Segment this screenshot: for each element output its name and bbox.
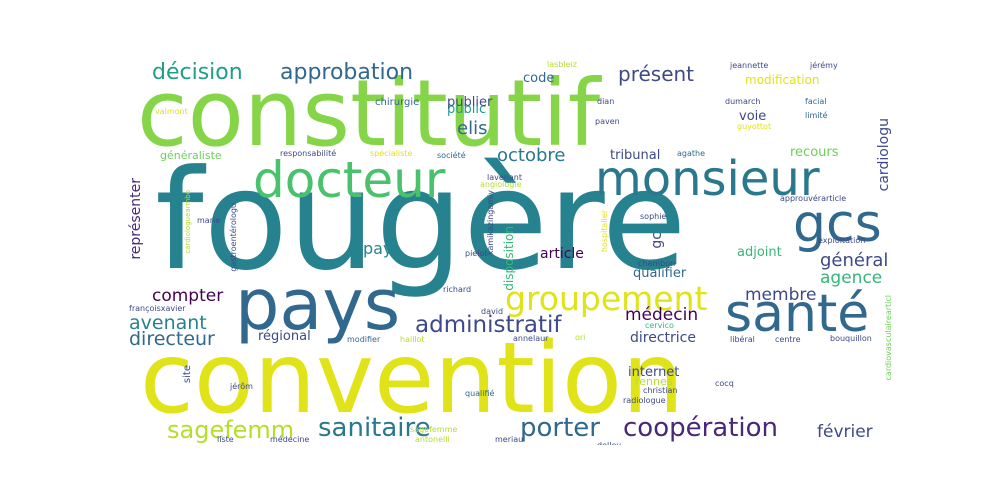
- word-cervico: cervico: [645, 321, 674, 330]
- word-cocq: cocq: [715, 379, 734, 388]
- word-societe: société: [437, 151, 466, 160]
- word-haillot: haillot: [400, 335, 425, 344]
- word-hospitalier: hospitalier: [600, 210, 609, 253]
- word-groupement: groupement: [505, 279, 708, 318]
- word-paven: paven: [595, 117, 620, 126]
- word-bouquillon: bouquillon: [830, 334, 872, 343]
- word-liste: liste: [217, 435, 234, 444]
- word-avenant: avenant: [129, 312, 207, 334]
- word-cloud: fougère convention constitutif pays doct…: [125, 60, 900, 445]
- word-specialiste: spécialiste: [370, 149, 413, 158]
- word-generaliste: généraliste: [160, 149, 222, 162]
- word-cardiologu: cardiologu: [876, 118, 892, 192]
- word-approbation: approbation: [280, 60, 414, 85]
- word-adjoint: adjoint: [737, 245, 782, 260]
- word-exploitation: exploitation: [818, 236, 866, 245]
- word-radiologue: radiologue: [623, 396, 666, 405]
- word-convention: convention: [140, 322, 685, 436]
- word-sophie: sophie: [640, 212, 667, 221]
- word-david: david: [481, 307, 504, 316]
- word-cooperation: coopération: [623, 413, 779, 443]
- word-present: présent: [618, 62, 695, 86]
- word-elis: elis: [457, 118, 488, 139]
- word-public: public: [447, 102, 487, 117]
- word-jeremy: jérémy: [810, 61, 838, 70]
- word-docteur: docteur: [253, 151, 446, 209]
- word-lavenant: lavenant: [487, 173, 522, 182]
- word-administratif: administratif: [415, 312, 562, 338]
- word-pielot: pielot: [465, 249, 488, 258]
- word-publier: publier: [447, 95, 493, 110]
- word-directeur: directeur: [129, 328, 215, 350]
- word-chirurgie: chirurgie: [375, 97, 420, 108]
- word-richard: richard: [443, 285, 472, 294]
- word-marie: marie: [197, 216, 221, 225]
- word-decision: décision: [152, 60, 243, 85]
- word-fougere: fougère: [155, 140, 687, 301]
- word-disposition: disposition: [502, 226, 516, 291]
- word-angiologie: angiologie: [480, 180, 522, 189]
- word-octobre: octobre: [497, 145, 566, 166]
- word-voie: voie: [739, 109, 767, 124]
- word-internet: internet: [628, 365, 680, 380]
- word-membre: membre: [745, 285, 817, 305]
- word-limite: limité: [805, 111, 828, 120]
- word-francoisxavier: françoisxavier: [129, 304, 186, 313]
- word-medecin: médecin: [625, 305, 699, 325]
- word-compter: compter: [152, 286, 224, 306]
- word-responsabilite: responsabilité: [280, 149, 337, 158]
- word-cardiovasculairearticl: cardiovasculairearticl: [884, 295, 893, 381]
- word-constitutif: constitutif: [137, 60, 601, 167]
- word-centre: centre: [775, 335, 801, 344]
- word-fevrier: février: [817, 422, 873, 442]
- word-christian: christian: [643, 386, 678, 395]
- word-regional: régional: [258, 329, 311, 344]
- word-monsieur: monsieur: [595, 151, 820, 207]
- word-directrice: directrice: [630, 330, 696, 346]
- word-sagefemme: sagefemme: [410, 425, 458, 434]
- word-article: article: [540, 246, 584, 262]
- word-qualifier: qualifier: [633, 266, 687, 281]
- word-gastroenterologu: gastroentérologu: [229, 203, 238, 272]
- word-pays: pays: [235, 264, 401, 346]
- word-sagefemm: sagefemm: [167, 416, 295, 444]
- word-facial: facial: [805, 97, 827, 106]
- word-lasbleiz: lasbleiz: [547, 60, 577, 69]
- word-approuverarticle: approuvérarticle: [780, 194, 847, 203]
- word-gcs: gcs: [793, 194, 882, 254]
- word-chambon: chambon: [638, 259, 676, 268]
- word-rennes: rennes: [635, 375, 673, 388]
- word-representer: représenter: [128, 178, 144, 260]
- word-modification: modification: [745, 73, 820, 87]
- word-code: code: [523, 71, 555, 86]
- word-gc: gc: [649, 232, 665, 249]
- word-qualifie: qualifié: [465, 389, 495, 398]
- word-pay: pay: [363, 239, 393, 258]
- word-annelaur: annelaur: [513, 334, 549, 343]
- word-porter: porter: [520, 413, 600, 443]
- word-jeannette: jeannette: [730, 61, 769, 70]
- word-dumarch: dumarch: [725, 97, 761, 106]
- word-recours: recours: [790, 145, 839, 160]
- word-liberal: libéral: [730, 335, 755, 344]
- word-antonelli: antonelli: [415, 435, 450, 444]
- word-sante: santé: [725, 284, 870, 344]
- word-meriau: meriau: [495, 435, 524, 444]
- word-general: général: [820, 250, 889, 271]
- word-valmont: valmont: [155, 107, 188, 116]
- word-guyottot: guyottot: [737, 122, 772, 131]
- word-dian: dian: [597, 97, 615, 106]
- word-ori: ori: [575, 333, 586, 342]
- word-medecine: médecine: [270, 435, 310, 444]
- word-tribunal: tribunal: [610, 148, 661, 163]
- word-jerom: jérôm: [230, 382, 253, 391]
- word-sanitaire: sanitaire: [318, 413, 431, 443]
- word-agence: agence: [820, 268, 883, 288]
- word-agathe: agathe: [677, 149, 706, 158]
- word-modifier: modifier: [347, 335, 381, 344]
- word-dolley: dolley: [597, 442, 621, 446]
- word-kamikazingamiy: kamikazingamiy: [486, 190, 495, 256]
- word-cardiologuearmbo: cardiologuearmbo: [184, 190, 192, 254]
- word-site: site: [182, 365, 193, 384]
